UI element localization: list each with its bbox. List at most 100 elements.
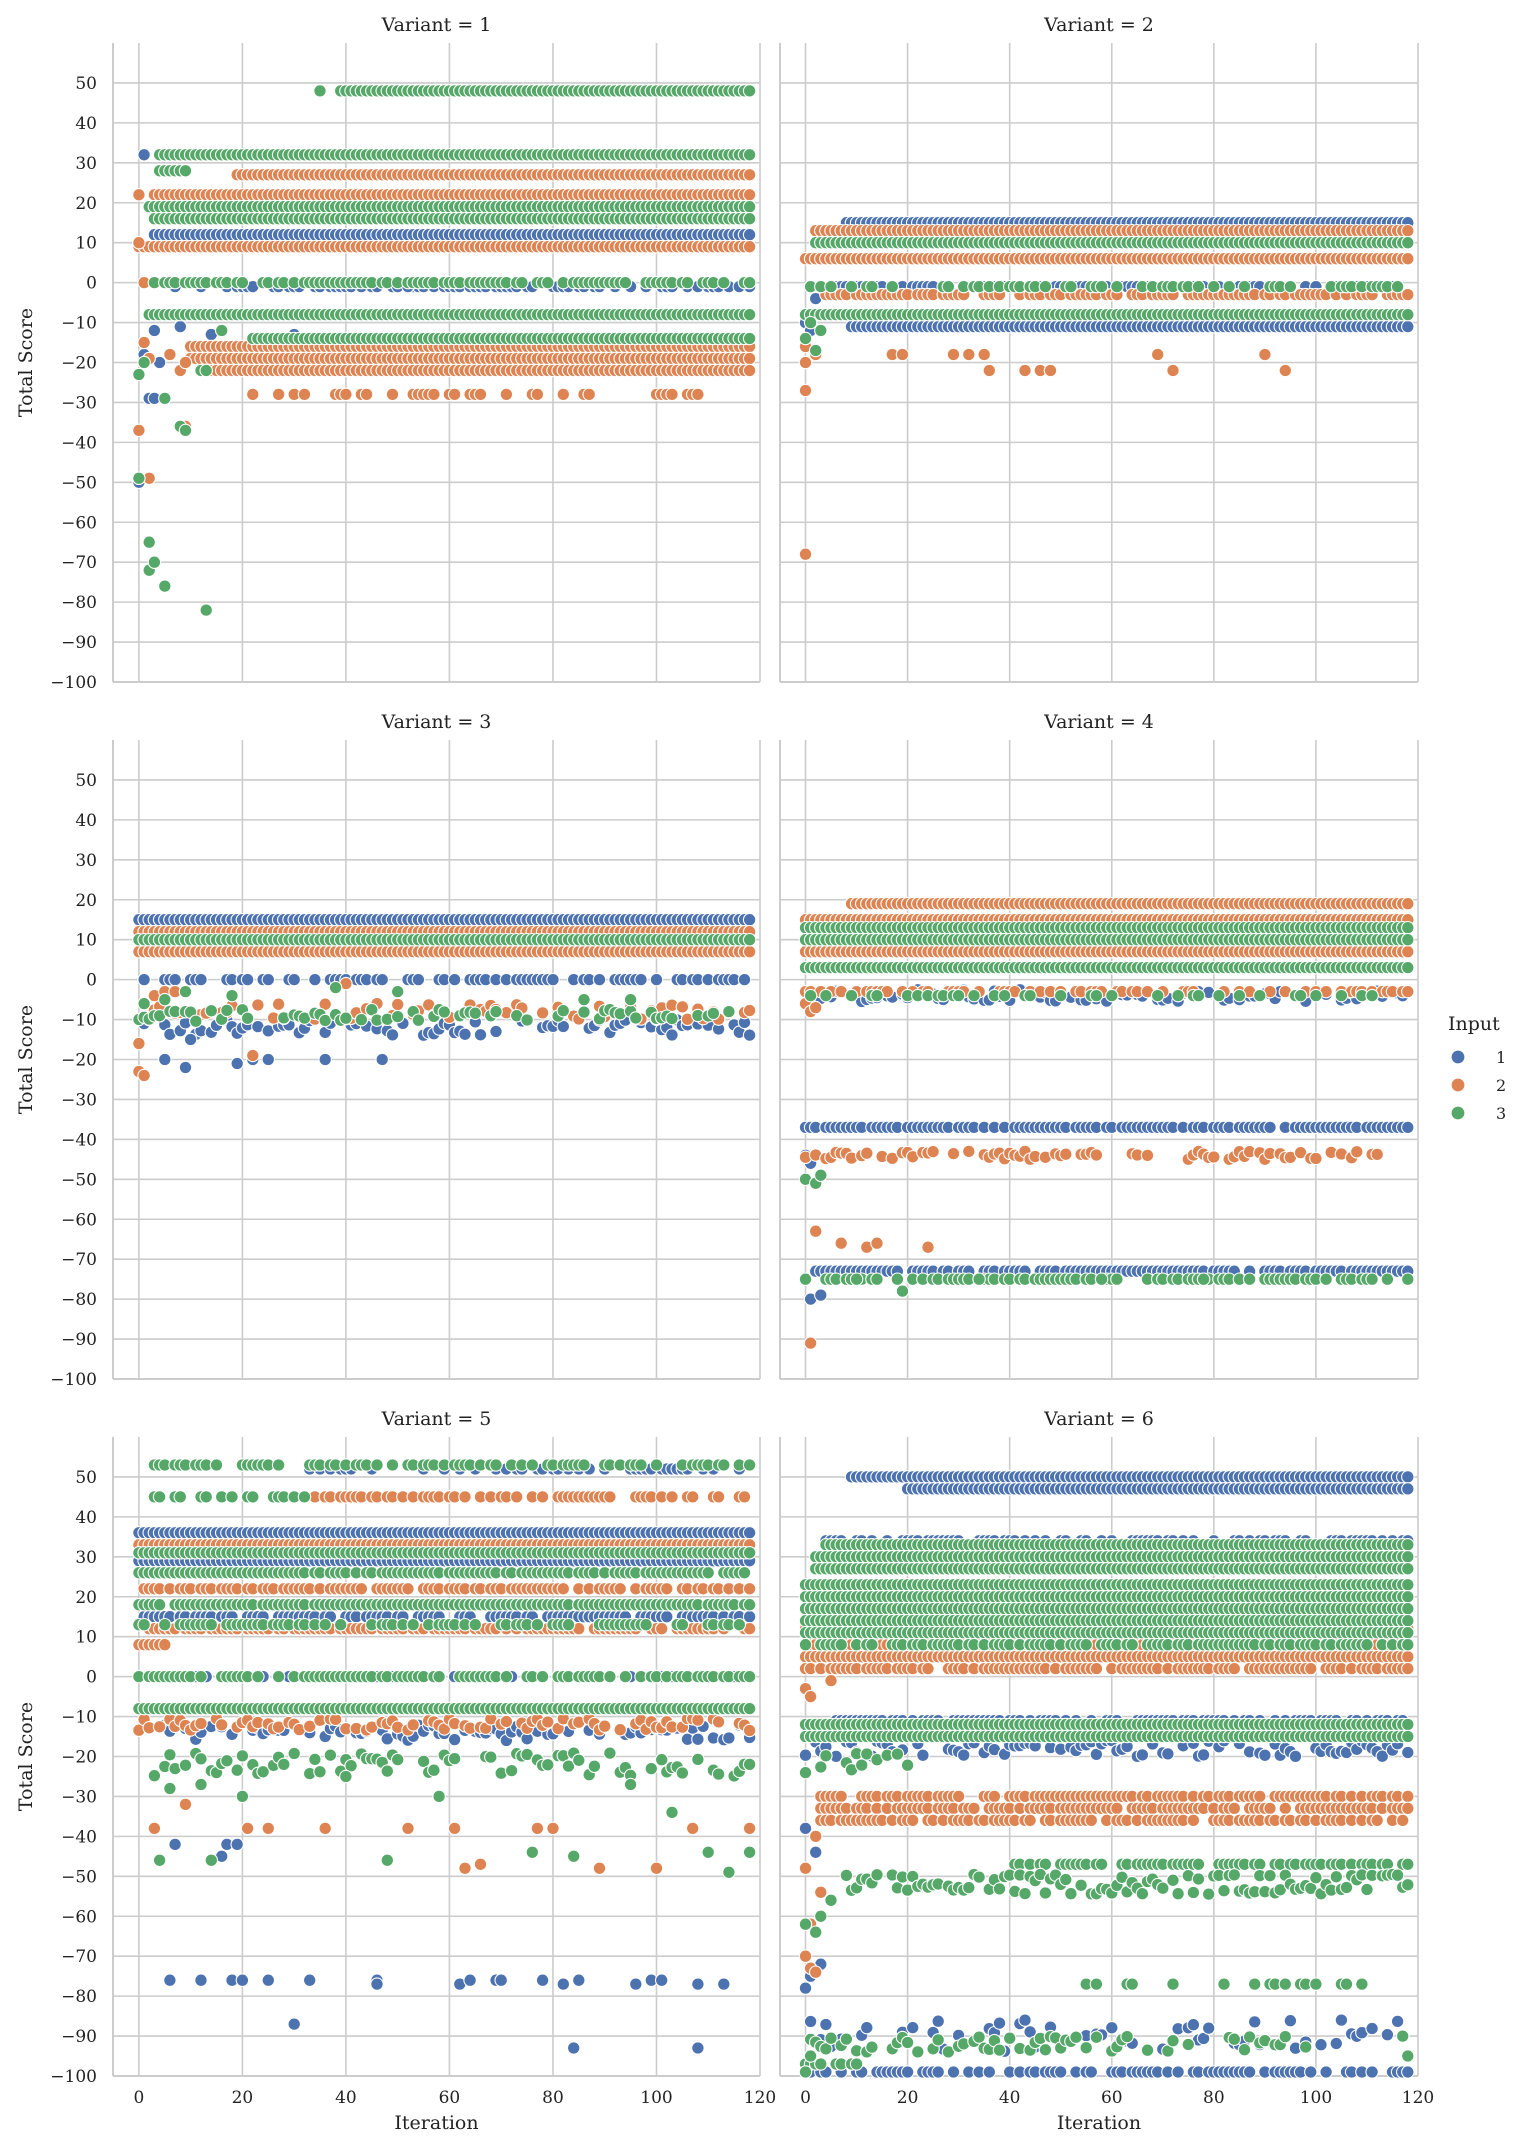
data-point: [1223, 280, 1235, 292]
data-point: [298, 388, 310, 400]
data-point: [1192, 280, 1204, 292]
data-point: [810, 1225, 822, 1237]
data-point: [845, 280, 857, 292]
data-point: [159, 993, 171, 1005]
data-point: [1065, 280, 1077, 292]
data-point: [743, 1029, 755, 1041]
data-point: [226, 989, 238, 1001]
data-point: [583, 388, 595, 400]
y-tick-label: 40: [75, 114, 97, 134]
data-point: [138, 336, 150, 348]
facet-variant-2: Variant = 2: [780, 14, 1418, 682]
data-point: [799, 356, 811, 368]
data-point: [578, 993, 590, 1005]
data-point: [743, 1004, 755, 1016]
y-tick-label: 30: [75, 154, 97, 174]
data-point: [861, 1147, 873, 1159]
data-point: [1060, 1148, 1072, 1160]
data-point: [216, 324, 228, 336]
data-point: [360, 388, 372, 400]
gridlines: [113, 740, 760, 1379]
facet-title: Variant = 2: [1043, 14, 1154, 36]
data-point: [810, 1001, 822, 1013]
data-point: [159, 1053, 171, 1065]
data-point: [978, 348, 990, 360]
data-point: [1402, 898, 1414, 910]
points: [133, 914, 756, 1082]
data-point: [871, 1273, 883, 1285]
points: [799, 217, 1414, 561]
data-point: [557, 1005, 569, 1017]
y-tick-label: −100: [50, 1370, 97, 1390]
y-tick-label: −10: [61, 1011, 97, 1031]
data-point: [309, 973, 321, 985]
data-point: [164, 348, 176, 360]
data-point: [886, 280, 898, 292]
data-point: [624, 993, 636, 1005]
data-point: [438, 1006, 450, 1018]
data-point: [221, 1004, 233, 1016]
data-point: [138, 973, 150, 985]
series-input-2: [133, 926, 756, 1082]
data-point: [743, 169, 755, 181]
data-point: [815, 1289, 827, 1301]
data-point: [666, 1029, 678, 1041]
data-point: [247, 1049, 259, 1061]
data-point: [1366, 1273, 1378, 1285]
data-point: [947, 348, 959, 360]
data-point: [1402, 308, 1414, 320]
data-point: [1371, 1148, 1383, 1160]
data-point: [262, 973, 274, 985]
data-point: [288, 973, 300, 985]
data-point: [392, 985, 404, 997]
y-tick-label: −20: [61, 1051, 97, 1071]
data-point: [845, 989, 857, 1001]
data-point: [804, 989, 816, 1001]
data-point: [138, 1069, 150, 1081]
y-tick-label: 0: [86, 274, 97, 294]
data-point: [133, 1037, 145, 1049]
data-point: [247, 388, 259, 400]
data-point: [376, 1053, 388, 1065]
data-point: [531, 388, 543, 400]
data-point: [500, 388, 512, 400]
data-point: [1279, 364, 1291, 376]
data-point: [896, 348, 908, 360]
data-point: [1402, 253, 1414, 265]
data-point: [386, 1029, 398, 1041]
data-point: [1090, 1149, 1102, 1161]
data-point: [743, 308, 755, 320]
data-point: [963, 348, 975, 360]
data-point: [1208, 1151, 1220, 1163]
data-point: [1019, 364, 1031, 376]
data-point: [1259, 348, 1271, 360]
data-point: [743, 946, 755, 958]
data-point: [490, 1005, 502, 1017]
data-point: [205, 1005, 217, 1017]
data-point: [231, 1057, 243, 1069]
data-point: [1264, 1121, 1276, 1133]
y-tick-label: 10: [75, 234, 97, 254]
data-point: [1152, 348, 1164, 360]
data-point: [810, 344, 822, 356]
y-tick-label: −100: [50, 673, 97, 693]
data-point: [1402, 320, 1414, 332]
data-point: [133, 472, 145, 484]
data-point: [866, 280, 878, 292]
y-tick-label: 10: [75, 931, 97, 951]
y-tick-label: −60: [61, 513, 97, 533]
data-point: [1402, 961, 1414, 973]
data-point: [138, 356, 150, 368]
y-tick-label: −20: [61, 354, 97, 374]
data-point: [983, 364, 995, 376]
facet-variant-3: Variant = 350403020100−10−20−30−40−50−60…: [15, 711, 760, 1390]
data-point: [148, 556, 160, 568]
data-point: [1402, 985, 1414, 997]
data-point: [138, 997, 150, 1009]
data-point: [179, 985, 191, 997]
data-point: [179, 356, 191, 368]
points: [799, 898, 1414, 1350]
y-tick-label: −80: [61, 1290, 97, 1310]
data-point: [815, 324, 827, 336]
data-point: [1039, 280, 1051, 292]
